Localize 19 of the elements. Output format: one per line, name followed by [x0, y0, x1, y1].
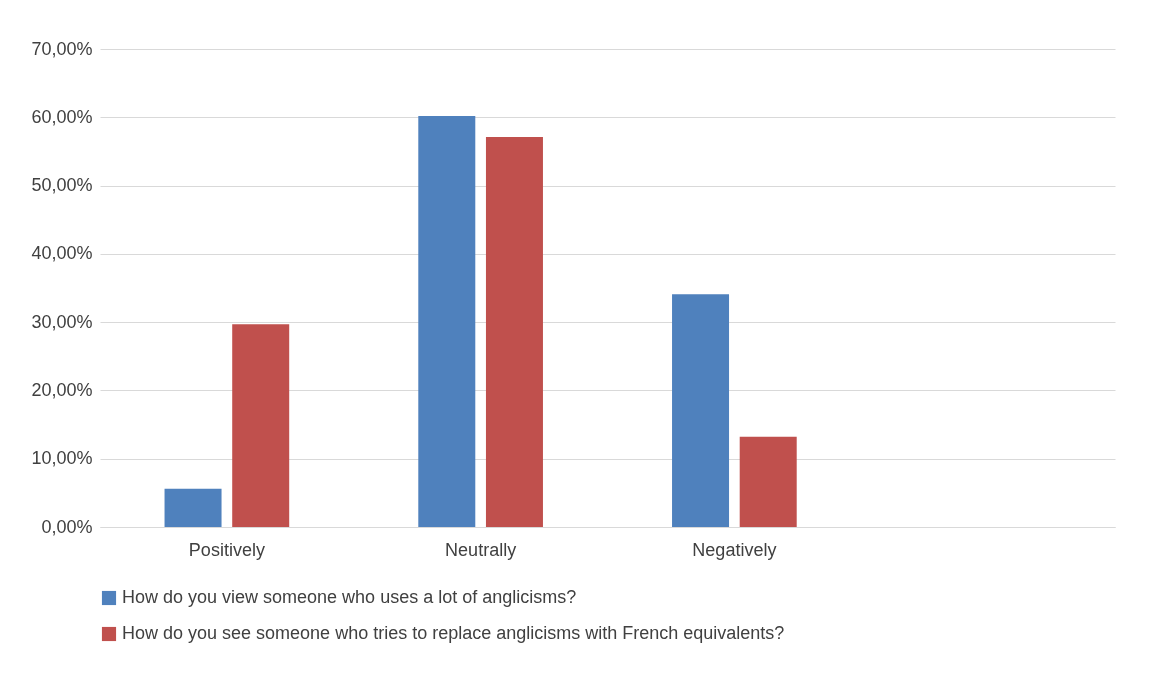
bar — [672, 294, 730, 527]
bar — [232, 324, 290, 527]
y-tick-label: 40,00% — [31, 243, 93, 264]
bar — [739, 436, 797, 527]
x-tick-label: Neutrally — [445, 539, 517, 560]
legend-label: How do you view someone who uses a lot of anglicisms? — [122, 587, 577, 607]
y-tick-label: 70,00% — [31, 38, 93, 59]
legend-label: How do you see someone who tries to replace anglicisms with French equivalents? — [122, 623, 785, 643]
y-tick-label: 60,00% — [31, 106, 93, 127]
x-tick-label: Negatively — [692, 539, 777, 560]
y-tick-label: 30,00% — [31, 311, 93, 332]
bar — [485, 137, 543, 527]
y-tick-label: 0,00% — [41, 516, 93, 537]
x-tick-label: Positively — [188, 539, 265, 560]
y-tick-label: 50,00% — [31, 175, 93, 196]
bar — [164, 488, 222, 527]
y-tick-label: 10,00% — [31, 448, 93, 469]
bar — [418, 115, 476, 527]
y-tick-label: 20,00% — [31, 379, 93, 400]
